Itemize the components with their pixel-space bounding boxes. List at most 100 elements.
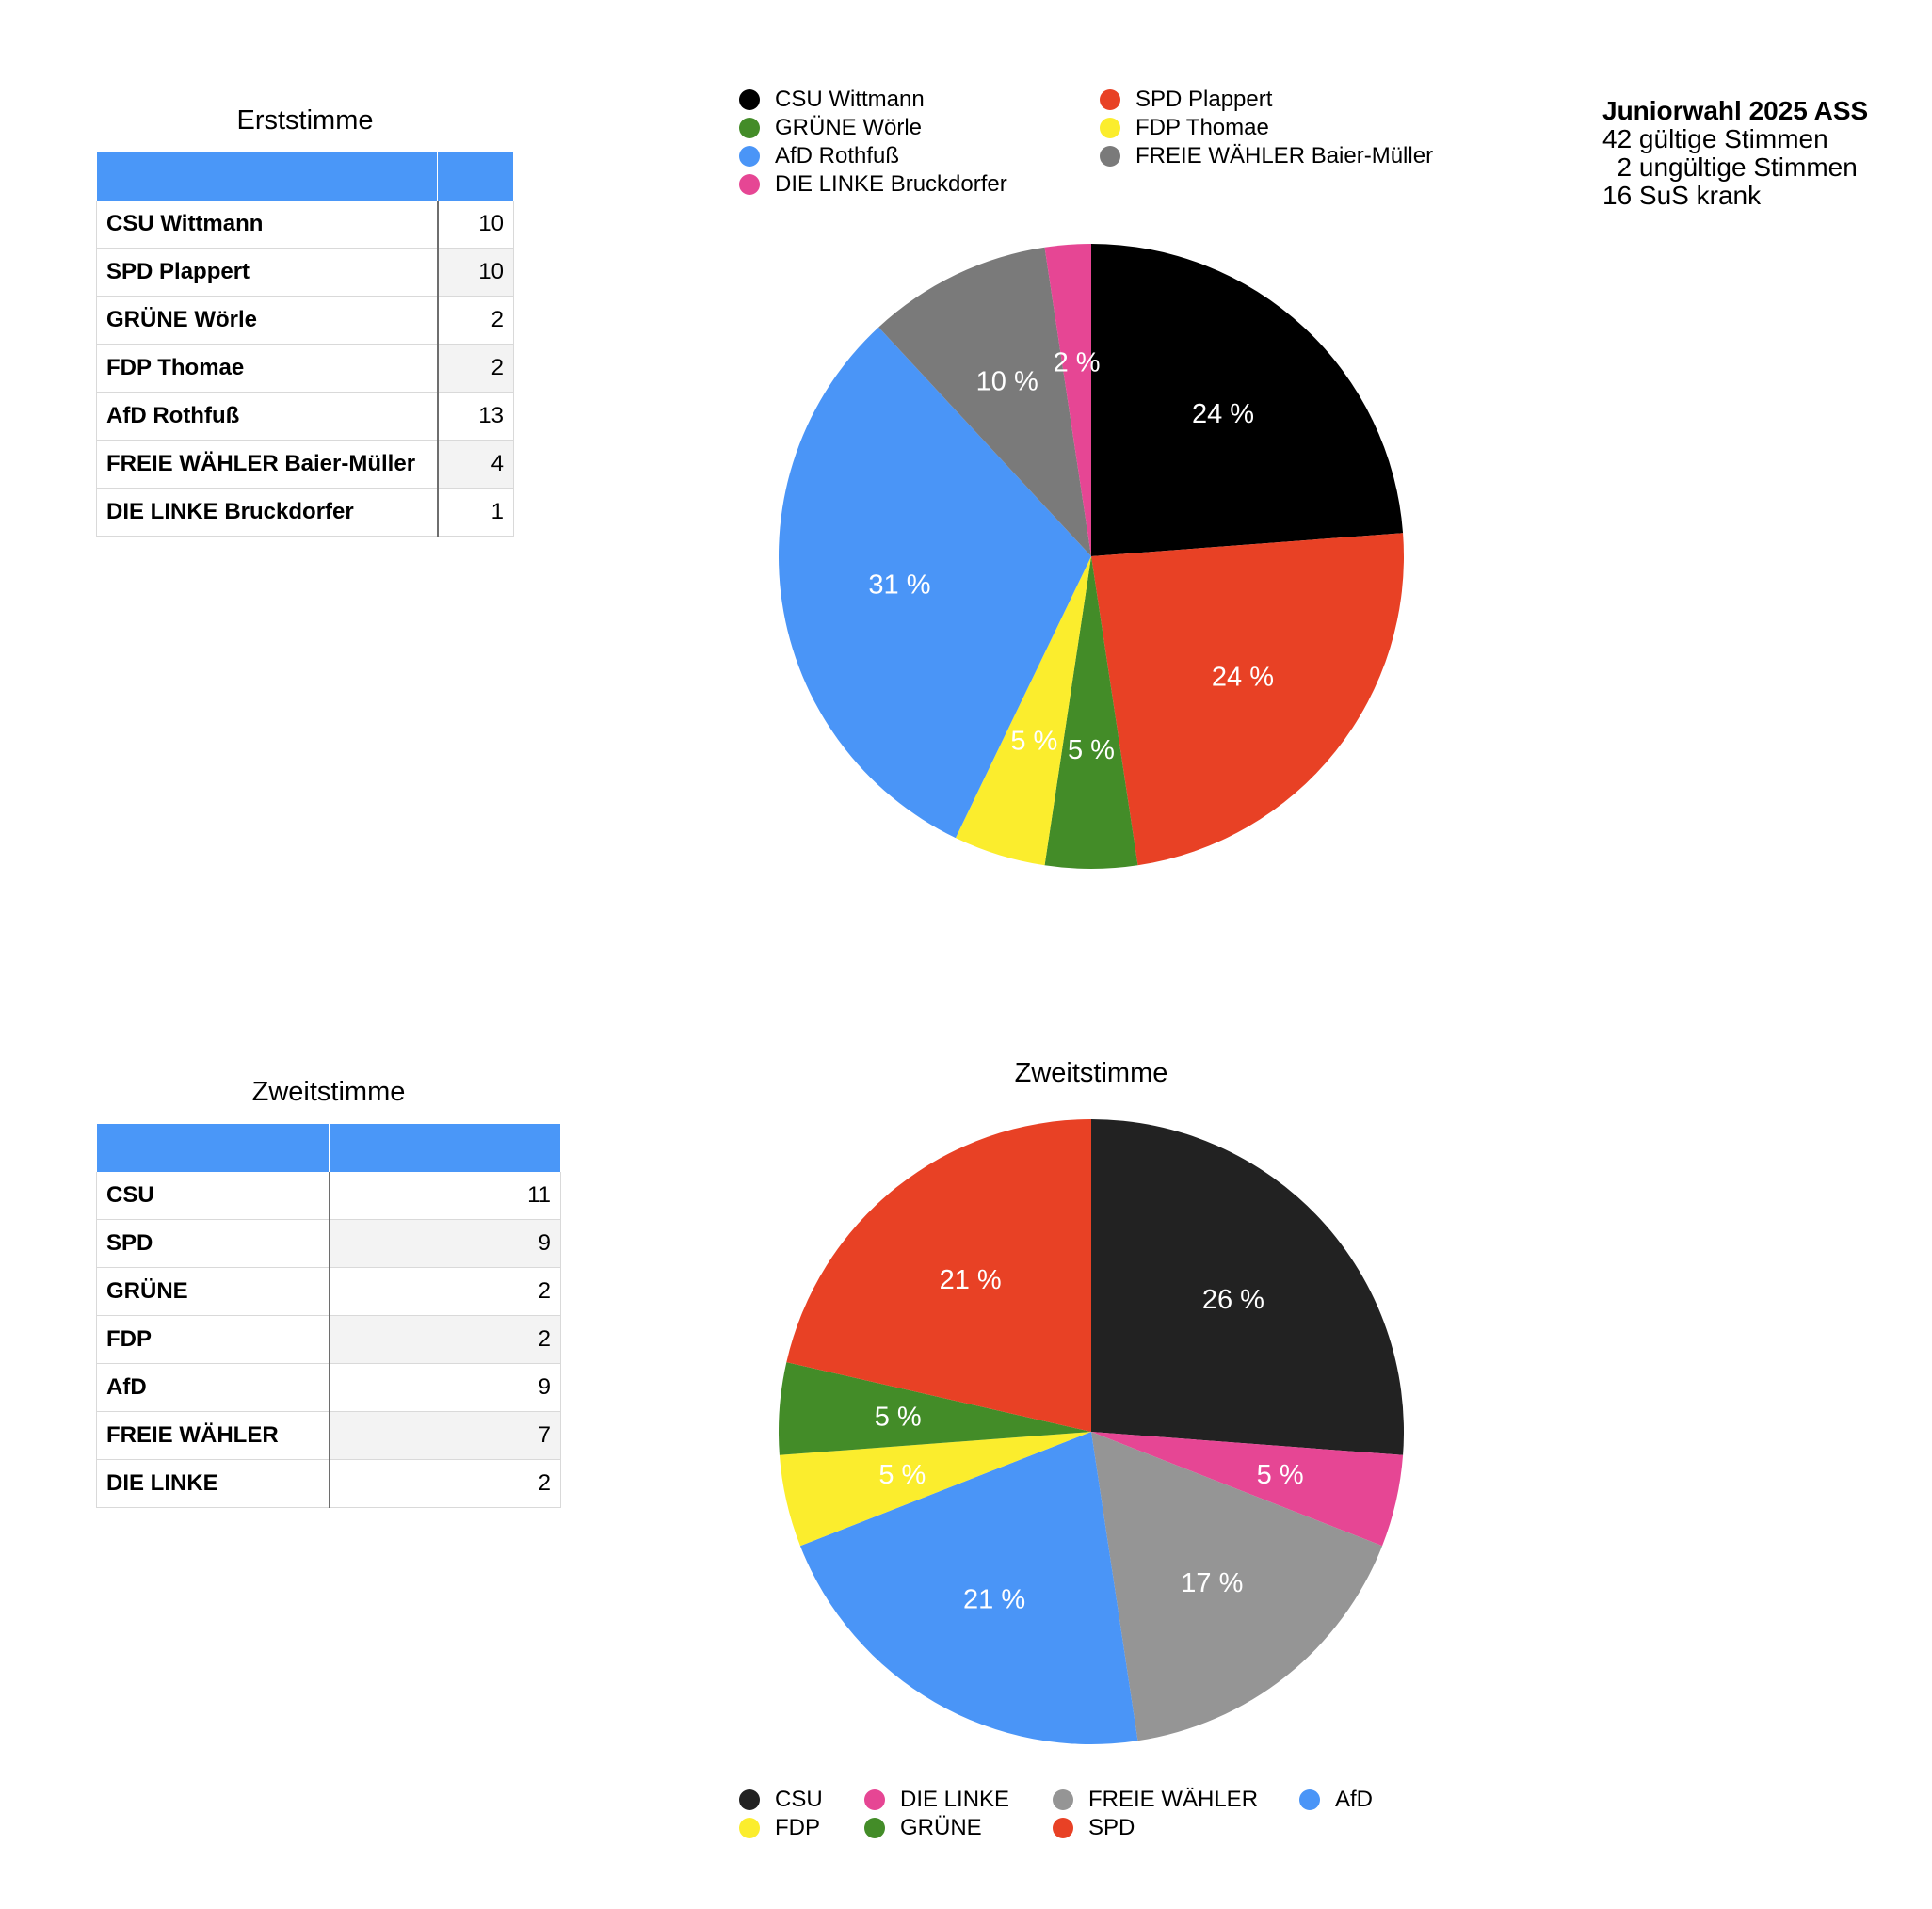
- legend-label: SPD: [1088, 1815, 1135, 1840]
- legend-label: CSU Wittmann: [775, 87, 925, 112]
- valid-votes-text: 42 gültige Stimmen: [1602, 124, 1828, 153]
- invalid-votes-text: 2 ungültige Stimmen: [1602, 152, 1858, 182]
- legend-label: DIE LINKE: [900, 1787, 1010, 1812]
- table-row: DIE LINKE 2: [95, 1459, 561, 1508]
- legend-item: SPD: [1053, 1815, 1135, 1841]
- pie-slice: [1091, 1432, 1383, 1741]
- legend-swatch: [1100, 118, 1120, 138]
- table-header-row: [95, 152, 514, 201]
- pie-slice: [1091, 1432, 1404, 1547]
- legend-swatch: [1100, 89, 1120, 110]
- legend-label: CSU: [775, 1787, 823, 1812]
- legend-item: CSU: [739, 1787, 823, 1813]
- pie-slice-label: 5 %: [878, 1460, 926, 1490]
- pie-slice-label: 2 %: [1054, 348, 1101, 378]
- table-row: SPD Plappert 10: [95, 248, 514, 297]
- legend-item: AfD: [1299, 1787, 1373, 1813]
- row-name-cell: GRÜNE: [95, 1267, 330, 1316]
- table-row: DIE LINKE Bruckdorfer 1: [95, 488, 514, 537]
- row-name-cell: SPD Plappert: [95, 248, 439, 297]
- table-row: GRÜNE 2: [95, 1267, 561, 1316]
- table-header-value: [437, 152, 514, 201]
- pie-slice: [1091, 1119, 1404, 1455]
- row-value-cell: 2: [329, 1459, 561, 1508]
- row-value-cell: 11: [329, 1172, 561, 1220]
- summary-info: Juniorwahl 2025 ASS 42 gültige Stimmen 2…: [1602, 97, 1868, 210]
- zweitstimme-table-title: Zweitstimme: [251, 1077, 406, 1107]
- legend-item: GRÜNE: [864, 1815, 982, 1841]
- legend-label: FREIE WÄHLER Baier-Müller: [1135, 143, 1434, 168]
- legend-label: FDP Thomae: [1135, 115, 1269, 140]
- pie-slice-label: 5 %: [1257, 1460, 1304, 1490]
- pie-slice-label: 10 %: [976, 367, 1038, 397]
- pie-slice: [955, 556, 1091, 866]
- pie-slice-label: 21 %: [940, 1265, 1002, 1295]
- table-row: GRÜNE Wörle 2: [95, 296, 514, 345]
- pie-slice: [779, 1362, 1091, 1455]
- row-value-cell: 2: [329, 1267, 561, 1316]
- table-row: AfD Rothfuß 13: [95, 392, 514, 441]
- sick-students-text: 16 SuS krank: [1602, 181, 1762, 210]
- pie-slice-label: 26 %: [1202, 1285, 1264, 1315]
- legend-swatch: [864, 1818, 885, 1838]
- row-value-cell: 13: [437, 392, 514, 441]
- table-row: CSU 11: [95, 1172, 561, 1220]
- zweitstimme-pie-chart: 26 % 5 % 17 % 21 % 5 % 5 % 21 %: [779, 1119, 1404, 1744]
- legend-swatch: [739, 1818, 760, 1838]
- row-name-cell: CSU Wittmann: [95, 201, 439, 249]
- table-row: FREIE WÄHLER 7: [95, 1411, 561, 1460]
- erststimme-table-title: Erststimme: [236, 105, 374, 136]
- legend-item: FREIE WÄHLER Baier-Müller: [1100, 143, 1433, 169]
- pie-slice-label: 24 %: [1212, 662, 1274, 692]
- table-row: FDP 2: [95, 1315, 561, 1364]
- legend-label: AfD: [1335, 1787, 1374, 1812]
- table-header-name: [95, 152, 439, 201]
- row-name-cell: AfD Rothfuß: [95, 392, 439, 441]
- pie-slice-label: 31 %: [868, 570, 930, 601]
- legend-swatch: [864, 1789, 885, 1810]
- legend-swatch: [739, 118, 760, 138]
- row-value-cell: 10: [437, 248, 514, 297]
- row-name-cell: FDP: [95, 1315, 330, 1364]
- row-value-cell: 2: [437, 344, 514, 393]
- row-name-cell: GRÜNE Wörle: [95, 296, 439, 345]
- table-row: CSU Wittmann 10: [95, 201, 514, 249]
- legend-swatch: [1053, 1818, 1073, 1838]
- table-header-value: [329, 1124, 561, 1172]
- table-row: AfD 9: [95, 1363, 561, 1412]
- row-value-cell: 1: [437, 488, 514, 537]
- table-header-row: [95, 1124, 561, 1172]
- table-row: SPD 9: [95, 1219, 561, 1268]
- row-value-cell: 2: [329, 1315, 561, 1364]
- row-name-cell: SPD: [95, 1219, 330, 1268]
- table-row: FDP Thomae 2: [95, 344, 514, 393]
- zweitstimme-chart-title: Zweitstimme: [1014, 1058, 1168, 1088]
- pie-slice: [786, 1119, 1091, 1432]
- legend-label: FREIE WÄHLER: [1088, 1787, 1259, 1812]
- legend-label: SPD Plappert: [1135, 87, 1273, 112]
- zweitstimme-table: CSU 11 SPD 9 GRÜNE 2 FDP 2 AfD 9 FREIE WÄHLER 7 DIE …: [95, 1124, 561, 1508]
- legend-item: DIE LINKE Bruckdorfer: [739, 171, 1007, 198]
- legend-label: DIE LINKE Bruckdorfer: [775, 171, 1007, 197]
- legend-swatch: [739, 1789, 760, 1810]
- row-value-cell: 2: [437, 296, 514, 345]
- legend-label: GRÜNE: [900, 1815, 982, 1840]
- table-row: FREIE WÄHLER Baier-Müller 4: [95, 440, 514, 489]
- pie-slice: [779, 327, 1091, 839]
- row-name-cell: DIE LINKE Bruckdorfer: [95, 488, 439, 537]
- pie-slice: [1044, 244, 1091, 556]
- row-value-cell: 10: [437, 201, 514, 249]
- pie-slice: [799, 1432, 1138, 1744]
- row-value-cell: 7: [329, 1411, 561, 1460]
- erststimme-table: CSU Wittmann 10 SPD Plappert 10 GRÜNE Wörle 2…: [95, 152, 514, 537]
- erststimme-legend: CSU Wittmann SPD Plappert GRÜNE Wörle FDP T…: [739, 87, 1455, 200]
- pie-slice: [779, 1432, 1091, 1547]
- row-value-cell: 4: [437, 440, 514, 489]
- pie-slice-label: 5 %: [1068, 735, 1115, 765]
- pie-slice: [1091, 244, 1404, 556]
- zweitstimme-legend: CSU DIE LINKE FREIE WÄHLER AfD FDP GRÜNE SPD: [739, 1787, 1417, 1853]
- pie-slice: [1091, 533, 1404, 866]
- pie-slice: [1044, 556, 1138, 869]
- pie-slice-label: 17 %: [1181, 1568, 1243, 1598]
- legend-item: DIE LINKE: [864, 1787, 1009, 1813]
